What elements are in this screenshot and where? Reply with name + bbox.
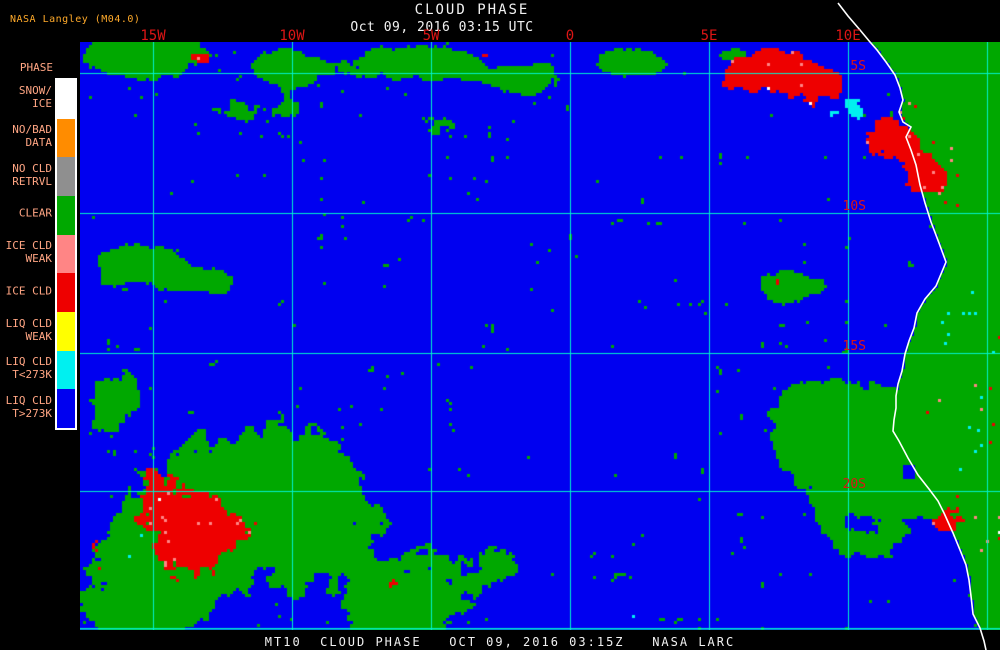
cloud-phase-map-canvas — [80, 42, 1000, 630]
legend-swatch-8 — [57, 389, 75, 429]
legend-color-bar — [55, 78, 77, 430]
legend-label: ICE CLD WEAK — [5, 239, 52, 266]
legend-label: LIQ CLD WEAK — [5, 316, 52, 343]
lon-tick-label: 5E — [700, 28, 718, 44]
legend-swatch-5 — [57, 273, 75, 313]
legend-swatch-3 — [57, 196, 75, 235]
page-title: CLOUD PHASE — [414, 2, 530, 18]
legend-swatch-2 — [57, 157, 75, 197]
lon-tick-label: 5W — [422, 28, 440, 44]
legend-title: PHASE — [19, 61, 53, 74]
legend-swatch-0 — [57, 80, 75, 119]
footer-text: MT10 CLOUD PHASE OCT 09, 2016 03:15Z NAS… — [264, 635, 736, 649]
legend-swatch-4 — [57, 234, 75, 274]
legend-swatch-6 — [57, 312, 75, 351]
lat-tick-label: 10S — [842, 199, 866, 214]
lon-tick-label: 15W — [140, 28, 166, 44]
lat-tick-label: 5S — [850, 59, 866, 74]
lat-tick-label: 15S — [842, 339, 866, 354]
lon-tick-label: 10E — [835, 28, 861, 44]
lat-tick-label: 20S — [842, 477, 866, 492]
legend-swatch-7 — [57, 350, 75, 390]
legend-label: LIQ CLD T>273K — [5, 393, 52, 420]
legend-label: ICE CLD — [5, 284, 52, 298]
lon-tick-label: 0 — [565, 28, 575, 44]
lon-tick-label: 10W — [279, 28, 305, 44]
legend-label: LIQ CLD T<273K — [5, 355, 52, 382]
footer-banner: MT10 CLOUD PHASE OCT 09, 2016 03:15Z NAS… — [0, 632, 1000, 650]
legend-swatch-1 — [57, 118, 75, 158]
timestamp-subtitle: Oct 09, 2016 03:15 UTC — [350, 20, 534, 35]
legend-label: CLEAR — [18, 206, 52, 220]
nasa-langley-credit: NASA Langley (M04.0) — [10, 14, 141, 25]
legend-label: NO CLD RETRVL — [12, 161, 52, 188]
legend-label: NO/BAD DATA — [12, 123, 52, 149]
legend-label: SNOW/ ICE — [18, 84, 52, 111]
